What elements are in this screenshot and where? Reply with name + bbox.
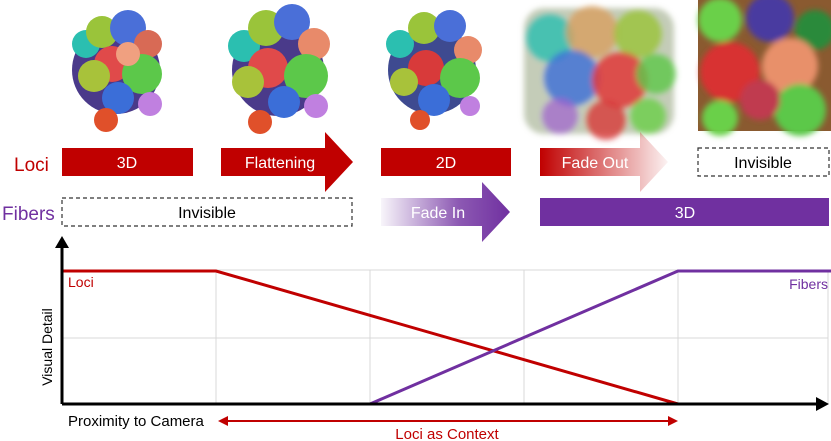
loci-stage-flattening-label: Flattening xyxy=(245,155,315,172)
loci-stage-3d-label: 3D xyxy=(117,155,137,172)
loci-stage-fade-out: Fade Out xyxy=(540,132,668,192)
fiber-stage-3d: 3D xyxy=(540,198,829,226)
loci-stage-invisible-label: Invisible xyxy=(734,155,792,172)
render-fade-out-icon xyxy=(524,6,676,140)
loci-stage-invisible: Invisible xyxy=(697,147,830,177)
loci-curve xyxy=(62,269,679,406)
fibers-row-label: Fibers xyxy=(2,204,55,225)
loci-curve-label: Loci xyxy=(68,274,94,290)
render-flattening-icon xyxy=(228,4,330,134)
x-axis-label: Proximity to Camera xyxy=(68,413,205,430)
render-invisible-icon xyxy=(698,0,831,136)
loci-context-arrow xyxy=(218,416,678,426)
y-axis-label: Visual Detail xyxy=(39,308,55,386)
render-2d-icon xyxy=(386,10,482,130)
fibers-curve xyxy=(369,269,831,406)
loci-stage-fade-out-label: Fade Out xyxy=(562,155,629,172)
fiber-stage-3d-label: 3D xyxy=(675,205,695,222)
loci-stage-flattening: Flattening xyxy=(221,132,353,192)
loci-context-label: Loci as Context xyxy=(395,426,499,441)
loci-row-label: Loci xyxy=(14,155,49,176)
loci-stage-2d: 2D xyxy=(381,148,511,176)
fiber-stage-fade-in: Fade In xyxy=(381,182,510,242)
fiber-stage-invisible: Invisible xyxy=(61,197,353,227)
render-3d-icon xyxy=(72,10,162,132)
y-axis xyxy=(55,236,69,404)
x-axis xyxy=(62,397,829,411)
fibers-curve-label: Fibers xyxy=(789,276,828,292)
loci-stage-3d: 3D xyxy=(62,148,193,176)
fiber-stage-invisible-label: Invisible xyxy=(178,205,236,222)
fiber-stage-fade-in-label: Fade In xyxy=(411,205,465,222)
loci-stage-2d-label: 2D xyxy=(436,155,456,172)
